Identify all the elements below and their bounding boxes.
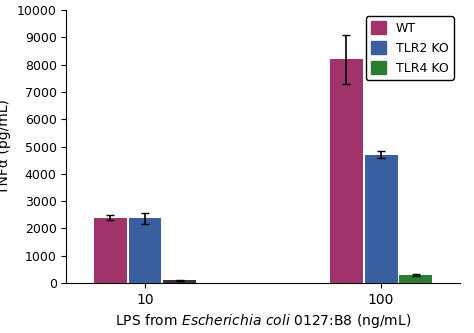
Bar [128, 218, 162, 283]
Bar [399, 275, 432, 283]
Legend: WT, TLR2 KO, TLR4 KO: WT, TLR2 KO, TLR4 KO [366, 16, 454, 80]
X-axis label: LPS from $\it{Escherichia\ coli}$ 0127:B8 (ng/mL): LPS from $\it{Escherichia\ coli}$ 0127:B… [115, 312, 411, 330]
Bar [365, 155, 398, 283]
Bar [330, 59, 363, 283]
Y-axis label: TNFα (pg/mL): TNFα (pg/mL) [0, 99, 11, 194]
Bar [94, 217, 127, 283]
Bar [163, 280, 196, 283]
